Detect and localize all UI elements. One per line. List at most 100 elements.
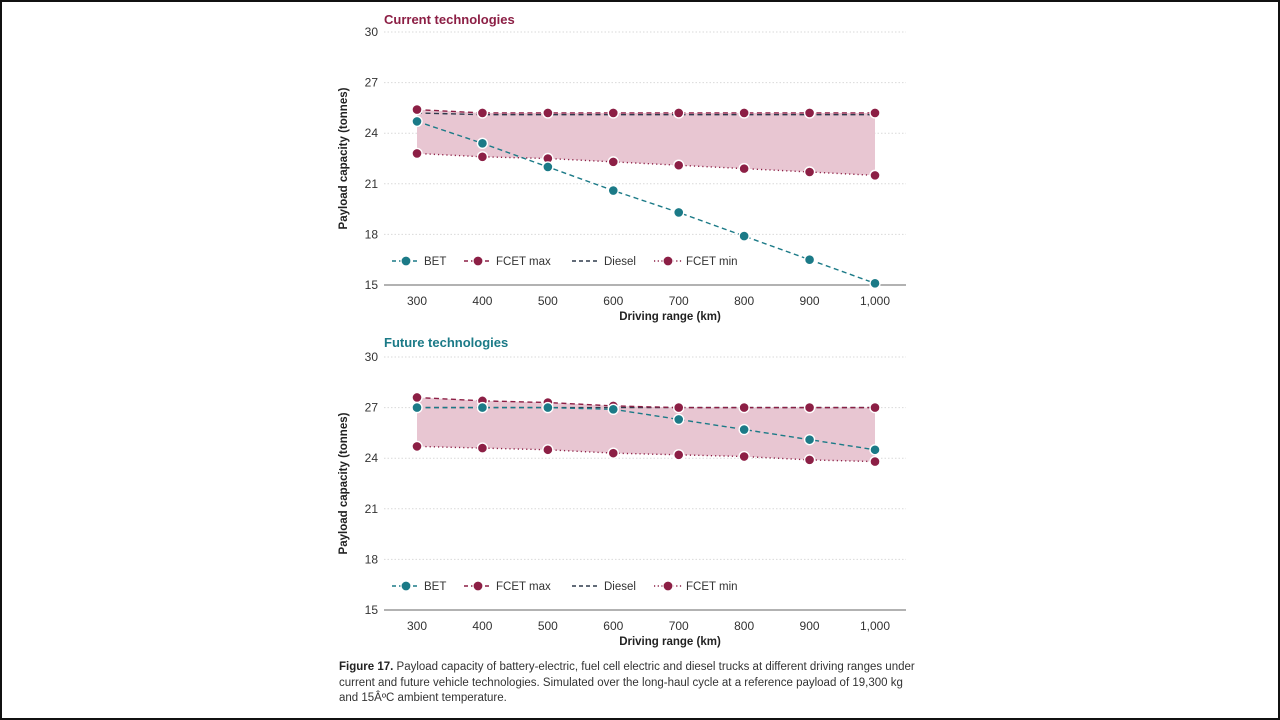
fcet-min-point bbox=[411, 440, 423, 453]
fcet-min-point bbox=[607, 156, 619, 168]
fcet-min-series-line bbox=[416, 445, 876, 463]
fcet-max-point bbox=[869, 107, 881, 119]
fcet-max-point bbox=[476, 107, 489, 119]
legend-label-fcet-max: FCET max bbox=[496, 256, 551, 268]
x-tick-label: 600 bbox=[603, 619, 623, 633]
chart-title-future: Future technologies bbox=[384, 335, 509, 350]
x-tick-label: 1,000 bbox=[860, 619, 890, 633]
legend-label-diesel: Diesel bbox=[604, 256, 636, 268]
caption-label: Figure 17. bbox=[339, 661, 394, 673]
y-tick-label: 15 bbox=[365, 278, 379, 292]
y-tick-label: 18 bbox=[365, 227, 379, 241]
y-axis-label: Payload capacity (tonnes) bbox=[338, 412, 350, 554]
bet-point bbox=[411, 401, 423, 414]
legend-marker-bet bbox=[400, 255, 412, 267]
x-tick-label: 400 bbox=[472, 619, 492, 633]
caption-text: Payload capacity of battery-electric, fu… bbox=[339, 661, 915, 704]
x-tick-label: 800 bbox=[734, 619, 754, 633]
fcet-min-point bbox=[411, 147, 423, 160]
bet-series-line bbox=[416, 120, 876, 284]
fcet-max-point bbox=[542, 107, 554, 119]
fcet-max-point bbox=[411, 103, 423, 116]
legend-marker-fcet-min bbox=[662, 580, 674, 592]
fcet-max-point bbox=[803, 401, 816, 414]
fcet-min-series-line bbox=[416, 152, 876, 177]
fcet-min-point bbox=[476, 442, 489, 454]
bet-point bbox=[869, 277, 881, 290]
legend-marker-fcet-max bbox=[472, 580, 484, 592]
bet-point bbox=[673, 206, 685, 219]
fcet-max-point bbox=[738, 107, 750, 119]
fcet-max-point bbox=[803, 107, 816, 119]
x-tick-label: 500 bbox=[538, 294, 558, 308]
bet-point bbox=[738, 230, 750, 242]
y-tick-label: 15 bbox=[365, 603, 379, 617]
fcet-min-point bbox=[673, 159, 685, 171]
fcet-max-point bbox=[607, 107, 619, 119]
y-axis-label: Payload capacity (tonnes) bbox=[338, 87, 350, 229]
y-tick-label: 27 bbox=[365, 76, 379, 90]
fcet-max-point bbox=[673, 401, 685, 414]
legend-label-bet: BET bbox=[424, 256, 446, 268]
x-tick-label: 900 bbox=[800, 619, 820, 633]
bet-point bbox=[673, 413, 685, 426]
x-tick-label: 900 bbox=[800, 294, 820, 308]
fcet-max-point bbox=[673, 107, 685, 119]
y-tick-label: 24 bbox=[365, 126, 379, 140]
x-tick-label: 700 bbox=[669, 619, 689, 633]
y-tick-label: 18 bbox=[365, 552, 379, 566]
bet-point bbox=[869, 444, 881, 456]
fcet-range-band bbox=[417, 109, 875, 176]
bet-series-line bbox=[417, 406, 876, 451]
y-tick-label: 27 bbox=[365, 401, 379, 415]
y-tick-label: 21 bbox=[365, 502, 379, 516]
chart-title-current: Current technologies bbox=[384, 12, 515, 27]
x-axis-label: Driving range (km) bbox=[619, 636, 721, 648]
fcet-min-point bbox=[738, 450, 750, 463]
legend-label-diesel: Diesel bbox=[604, 581, 636, 593]
x-axis-label: Driving range (km) bbox=[619, 311, 721, 323]
y-tick-label: 30 bbox=[365, 350, 379, 364]
fcet-min-point bbox=[476, 151, 489, 163]
x-tick-label: 300 bbox=[407, 294, 427, 308]
fcet-min-point bbox=[542, 444, 554, 456]
fcet-min-point bbox=[673, 449, 685, 461]
fcet-max-point bbox=[869, 401, 881, 414]
y-tick-label: 21 bbox=[365, 177, 379, 191]
legend-label-fcet-min: FCET min bbox=[686, 256, 738, 268]
bet-point bbox=[803, 253, 816, 266]
fcet-range-band bbox=[417, 397, 875, 462]
legend-label-fcet-min: FCET min bbox=[686, 581, 738, 593]
bet-point bbox=[542, 161, 554, 173]
bet-point bbox=[476, 401, 489, 414]
x-tick-label: 600 bbox=[603, 294, 623, 308]
fcet-min-point bbox=[803, 454, 816, 466]
fcet-max-point bbox=[738, 401, 750, 414]
x-tick-label: 300 bbox=[407, 619, 427, 633]
legend-marker-fcet-max bbox=[472, 255, 484, 267]
fcet-min-point bbox=[869, 169, 881, 182]
x-tick-label: 500 bbox=[538, 619, 558, 633]
x-tick-label: 1,000 bbox=[860, 294, 890, 308]
x-tick-label: 400 bbox=[472, 294, 492, 308]
bet-point bbox=[607, 403, 619, 415]
figure-caption: Figure 17. Payload capacity of battery-e… bbox=[339, 660, 919, 707]
y-tick-label: 24 bbox=[365, 451, 379, 465]
x-tick-label: 800 bbox=[734, 294, 754, 308]
fcet-min-point bbox=[803, 166, 816, 178]
fcet-max-point bbox=[411, 391, 423, 404]
legend-marker-fcet-min bbox=[662, 255, 674, 267]
legend-marker-bet bbox=[400, 580, 412, 592]
x-tick-label: 700 bbox=[669, 294, 689, 308]
legend-label-fcet-max: FCET max bbox=[496, 581, 551, 593]
chart-current-technologies: 15 18 21 24 27 30 300 400 500 600 700 800 900 1,000 Dr… bbox=[338, 25, 906, 323]
bet-point bbox=[607, 184, 619, 197]
fcet-min-point bbox=[607, 447, 619, 459]
chart-future-technologies: 15 18 21 24 27 30 300 400 500 600 700 800 900 1,000 Dr… bbox=[338, 350, 906, 648]
bet-point bbox=[411, 115, 423, 128]
fcet-min-point bbox=[869, 455, 881, 468]
bet-point bbox=[476, 137, 489, 150]
fcet-min-point bbox=[738, 162, 750, 175]
legend-label-bet: BET bbox=[424, 581, 446, 593]
